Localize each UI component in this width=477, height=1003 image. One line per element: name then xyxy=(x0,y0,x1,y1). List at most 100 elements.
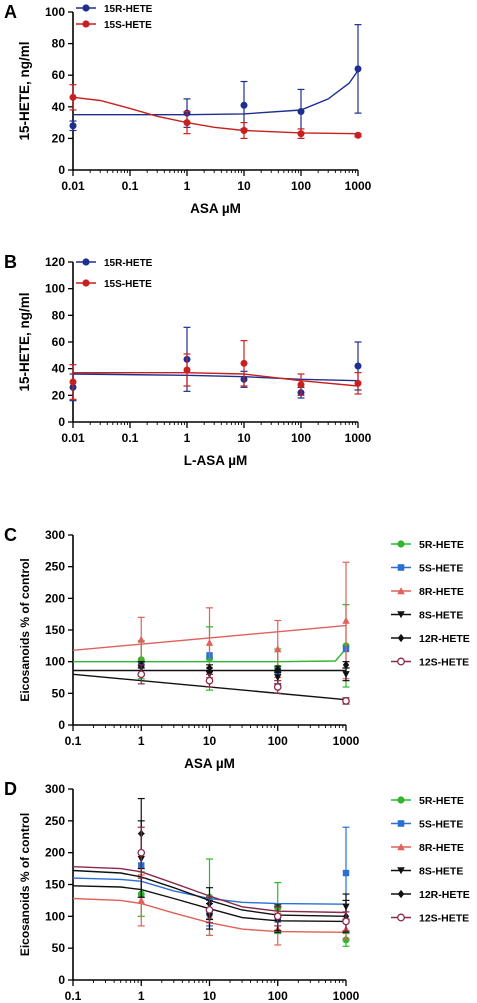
legend-label: 8R-HETE xyxy=(419,842,464,854)
data-point xyxy=(183,119,191,127)
data-point xyxy=(342,616,350,624)
legend-marker xyxy=(397,657,405,666)
x-tick-label: 0.1 xyxy=(65,989,82,1003)
series-12s-hete xyxy=(137,664,350,705)
fit-curve xyxy=(72,869,347,917)
y-tick-label: 40 xyxy=(52,362,66,376)
y-tick-label: 100 xyxy=(45,909,65,923)
y-tick-label: 100 xyxy=(45,655,65,669)
data-point xyxy=(69,378,77,386)
y-tick-label: 60 xyxy=(52,68,66,82)
legend-marker xyxy=(82,279,90,287)
x-tick-label: 10 xyxy=(237,179,251,193)
panel-label: D xyxy=(4,779,17,799)
legend: 5R-HETE 5S-HETE 8R-HETE 8S-HETE 12R-HETE 12S-… xyxy=(391,539,470,669)
x-tick-label: 1000 xyxy=(345,431,372,445)
series-15r-hete xyxy=(69,326,362,402)
y-tick-label: 40 xyxy=(52,100,66,114)
y-tick-label: 80 xyxy=(52,308,66,322)
legend-marker xyxy=(397,843,405,851)
legend: 5R-HETE 5S-HETE 8R-HETE 8S-HETE 12R-HETE 12S-… xyxy=(391,795,470,925)
y-tick-label: 150 xyxy=(45,623,65,637)
data-point xyxy=(274,645,282,653)
x-tick-label: 1000 xyxy=(333,989,360,1003)
legend-label: 8R-HETE xyxy=(419,586,464,598)
data-point xyxy=(354,379,362,387)
data-point xyxy=(273,683,282,691)
legend-marker xyxy=(82,4,90,12)
data-point xyxy=(205,906,214,914)
series-12s-hete xyxy=(72,826,350,932)
panel-label: A xyxy=(4,2,17,22)
panel-c: C 0 50 100 150 200 250 300 0.1 1 10 100 1000 ASA µM Ei… xyxy=(4,525,470,771)
data-point xyxy=(137,896,145,904)
legend-label: 8S-HETE xyxy=(419,610,463,622)
data-point xyxy=(183,366,191,374)
y-tick-label: 150 xyxy=(45,878,65,892)
series-15s-hete xyxy=(69,340,362,400)
y-tick-label: 50 xyxy=(52,941,66,955)
legend-marker xyxy=(397,633,405,643)
y-tick-label: 60 xyxy=(52,335,66,349)
y-tick-label: 20 xyxy=(52,388,66,402)
data-point xyxy=(240,359,248,367)
y-tick-label: 250 xyxy=(45,560,65,574)
fit-curve xyxy=(72,897,347,933)
x-tick-label: 1000 xyxy=(333,734,360,748)
legend: 15R-HETE 15S-HETE xyxy=(76,4,153,31)
x-tick-label: 1 xyxy=(184,179,191,193)
panel-label: B xyxy=(4,252,17,272)
data-point xyxy=(205,638,214,646)
y-tick-label: 50 xyxy=(52,686,66,700)
x-tick-label: 100 xyxy=(268,734,288,748)
data-point xyxy=(342,660,350,669)
legend-marker xyxy=(397,796,405,804)
data-point xyxy=(342,671,350,679)
legend-label: 5S-HETE xyxy=(419,819,463,831)
panel-a: A 0 20 40 60 80 100 0.01 0.1 1 10 100 1000 ASA µM 15-H… xyxy=(4,2,372,216)
fit-curve xyxy=(72,866,347,914)
x-tick-label: 0.1 xyxy=(122,431,139,445)
data-point xyxy=(354,362,362,370)
data-point xyxy=(354,65,362,73)
legend-marker xyxy=(82,258,90,266)
y-tick-label: 200 xyxy=(45,846,65,860)
data-point xyxy=(205,676,214,685)
legend-label: 8S-HETE xyxy=(419,866,463,878)
data-point xyxy=(137,670,146,679)
data-point xyxy=(273,912,282,921)
x-tick-label: 0.01 xyxy=(61,179,85,193)
legend-label: 12S-HETE xyxy=(419,913,469,925)
data-point xyxy=(297,108,305,116)
data-point xyxy=(297,381,305,389)
y-tick-label: 300 xyxy=(45,528,65,542)
y-tick-label: 100 xyxy=(45,282,65,296)
data-point xyxy=(274,665,281,674)
data-point xyxy=(69,93,77,101)
data-point xyxy=(206,664,213,672)
x-tick-label: 0.01 xyxy=(61,431,85,445)
series-15r-hete xyxy=(69,24,362,135)
x-tick-label: 1 xyxy=(184,431,191,445)
x-tick-label: 10 xyxy=(203,989,217,1003)
y-tick-label: 250 xyxy=(45,814,65,828)
data-point xyxy=(69,122,77,130)
x-tick-label: 0.1 xyxy=(65,734,82,748)
legend-marker xyxy=(397,889,405,899)
y-axis-label: Eicosanoids % of control xyxy=(18,813,32,956)
legend-marker xyxy=(397,913,405,922)
legend-label: 15S-HETE xyxy=(104,20,152,31)
y-tick-label: 200 xyxy=(45,591,65,605)
y-tick-label: 100 xyxy=(45,5,65,19)
data-point xyxy=(342,869,350,877)
y-tick-label: 0 xyxy=(58,718,65,732)
legend-marker xyxy=(397,587,405,595)
x-tick-label: 100 xyxy=(291,179,311,193)
fit-curve xyxy=(72,373,359,382)
legend-label: 12S-HETE xyxy=(419,657,469,669)
y-tick-label: 0 xyxy=(58,163,65,177)
x-tick-label: 10 xyxy=(203,734,217,748)
y-tick-label: 0 xyxy=(58,973,65,987)
data-point xyxy=(240,101,248,109)
